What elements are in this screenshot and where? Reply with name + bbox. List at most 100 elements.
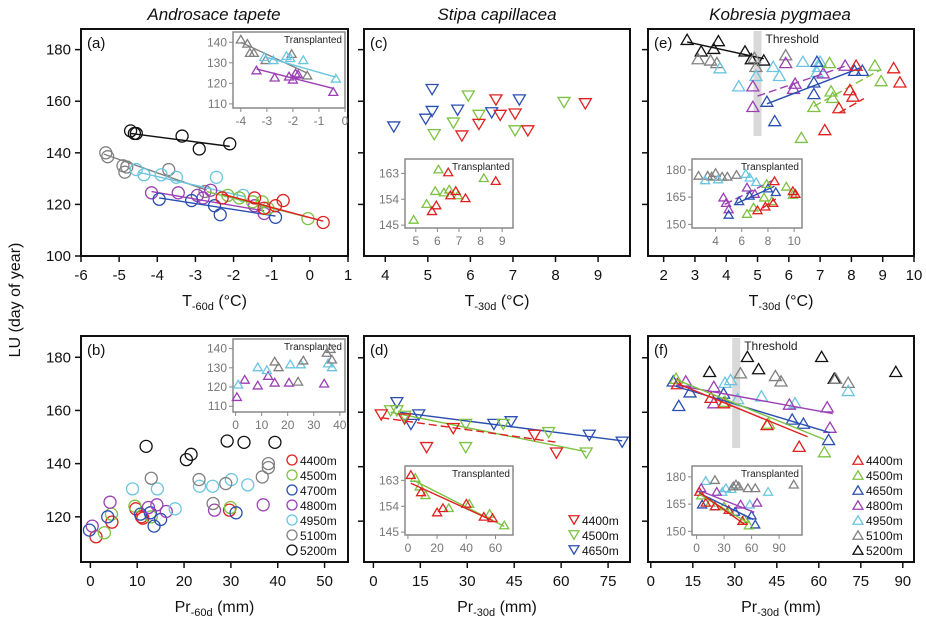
inset-x-tick-label: -2 (288, 114, 299, 128)
data-point-4400m (817, 123, 832, 136)
data-point-4400m (460, 498, 472, 508)
fit-line-4950m (138, 171, 246, 198)
legend-label-4800m: 4800m (866, 499, 903, 513)
panel-label: (c) (370, 35, 388, 52)
threshold-band (753, 31, 762, 136)
data-point-4500m (496, 418, 511, 431)
data-point-4650m (411, 409, 426, 422)
data-point-4950m (720, 482, 732, 493)
data-point-5200m (223, 137, 237, 151)
x-tick-label: 20 (176, 573, 193, 590)
x-tick-label: 40 (269, 573, 286, 590)
data-point-4700m (229, 506, 243, 520)
legend-label-4500m: 4500m (866, 469, 903, 483)
legend-label-4700m: 4700m (300, 484, 337, 498)
data-point-4800m (711, 486, 723, 496)
legend-marker-5100m (286, 529, 298, 541)
data-point-5100m (269, 355, 281, 366)
data-point-4500m (867, 58, 883, 71)
data-point-5200m (268, 435, 282, 450)
x-tick-label: 0 (369, 573, 377, 590)
data-point-4400m (454, 130, 470, 143)
fit-line-4700m (159, 197, 276, 217)
data-point-5200m (737, 44, 753, 57)
inset-x-tick-label: 0 (232, 418, 239, 432)
x-tick-label: -2 (227, 267, 240, 284)
series-4950m (125, 472, 255, 516)
x-tick-label: 8 (847, 267, 855, 284)
data-point-4800m (239, 374, 251, 384)
inset-y-tick-label: 154 (379, 192, 399, 206)
data-point-4400m (527, 429, 542, 442)
data-point-4500m (579, 447, 594, 460)
data-point-4650m (503, 416, 519, 429)
inset-y-tick-label: 120 (207, 380, 227, 394)
data-point-4500m (104, 507, 119, 521)
inset-series-4800m (231, 370, 330, 402)
x-axis-label: Pr-30d (mm) (457, 599, 537, 619)
data-point-5100m (841, 375, 856, 389)
inset-y-tick-label: 110 (208, 399, 227, 413)
legend-marker-4400m (851, 454, 865, 465)
x-tick-label: 10 (906, 267, 923, 284)
data-point-4800m (717, 192, 730, 202)
panel-label: (f) (654, 342, 668, 359)
data-point-4800m (838, 58, 853, 71)
data-point-5100m (272, 361, 285, 372)
data-point-5200m (175, 129, 189, 143)
data-point-4400m (892, 75, 908, 88)
inset-x-tick-label: 30 (307, 418, 321, 432)
data-point-4950m (700, 475, 712, 486)
inset-y-tick-label: 140 (207, 342, 227, 356)
data-point-5200m (756, 53, 771, 66)
data-point-4400m (276, 193, 290, 208)
inset-x-tick-label: 10 (787, 234, 801, 248)
data-point-4500m (458, 418, 473, 431)
data-point-4800m (269, 72, 281, 82)
legend-label-5100m: 5100m (866, 529, 903, 543)
series-4400m (454, 94, 593, 143)
data-point-4800m (103, 495, 117, 509)
x-tick-label: 45 (768, 573, 785, 590)
data-point-4950m (154, 168, 168, 182)
data-point-4500m (794, 130, 809, 144)
x-tick-label: 7 (816, 267, 824, 284)
data-point-4500m (478, 172, 490, 183)
x-tick-label: 5 (753, 267, 761, 284)
data-point-4500m (419, 489, 432, 500)
data-point-4650m (386, 121, 401, 134)
data-point-5100m (733, 366, 748, 379)
data-point-4400m (700, 497, 712, 507)
data-point-4950m (267, 54, 280, 65)
data-point-5100m (730, 169, 743, 179)
series-4400m (89, 502, 237, 544)
inset-label: Transplanted (741, 469, 799, 480)
data-point-4800m (751, 497, 763, 507)
legend-label-4800m: 4800m (300, 499, 337, 513)
data-point-4500m (780, 181, 792, 191)
data-point-4800m (252, 379, 264, 390)
data-point-5100m (727, 480, 739, 491)
data-point-4400m (316, 215, 330, 230)
series-4500m (794, 56, 889, 144)
threshold-label: Threshold (744, 339, 797, 353)
y-tick-label: 120 (46, 509, 71, 526)
data-point-4800m (289, 67, 302, 78)
data-point-4500m (471, 109, 487, 122)
data-point-4500m (432, 163, 445, 174)
data-point-4500m (97, 526, 112, 540)
legend-label-4400m: 4400m (866, 454, 903, 468)
series-4400m (817, 58, 908, 136)
data-point-4650m (512, 94, 527, 107)
legend-marker-4700m (286, 484, 298, 496)
data-point-5100m (721, 171, 733, 181)
fit-line-4500m (698, 493, 748, 523)
inset-y-tick-label: 145 (379, 218, 399, 232)
data-point-4400m (493, 109, 508, 122)
data-point-4400m (716, 396, 731, 409)
data-point-5100m (285, 48, 298, 59)
data-point-4800m (262, 370, 274, 380)
data-point-5200m (711, 34, 726, 47)
panel-f: Threshold 0 15 30 45 60 75 90 Pr-30d (mm) (f) 0 30 6… (642, 335, 915, 619)
data-point-5100m (261, 460, 276, 475)
